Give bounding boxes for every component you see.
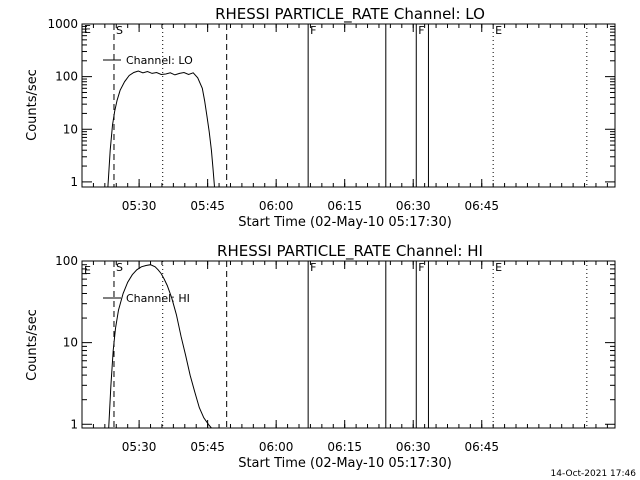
- bottom-x-tick-label: 05:30: [122, 440, 157, 454]
- top-x-tick-label: 06:30: [396, 199, 431, 213]
- top-x-tick-label: 06:15: [327, 199, 362, 213]
- bottom-plot-frame: [81, 260, 616, 429]
- top-x-tick-label: 05:30: [122, 199, 157, 213]
- top-legend-label: Channel: LO: [126, 54, 193, 67]
- bottom-y-tick-label: 100: [55, 254, 78, 268]
- bottom-x-tick-label: 06:00: [259, 440, 294, 454]
- bottom-x-tick-label: 05:45: [190, 440, 225, 454]
- top-event-marker-label: F: [310, 24, 316, 37]
- top-x-tick-label: 06:00: [259, 199, 294, 213]
- bottom-event-marker-label: F: [418, 261, 424, 274]
- top-y-axis-label: Counts/sec: [25, 69, 40, 141]
- top-x-tick-label: 06:45: [464, 199, 499, 213]
- top-title: RHESSI PARTICLE_RATE Channel: LO: [215, 5, 485, 24]
- bottom-x-tick-label: 06:45: [464, 440, 499, 454]
- top-x-axis-label: Start Time (02-May-10 05:17:30): [238, 215, 452, 230]
- top-event-marker-label: E: [495, 24, 502, 37]
- top-y-tick-label: 10: [63, 122, 78, 136]
- bottom-panel: RHESSI PARTICLE_RATE Channel: HI Counts/…: [25, 242, 616, 471]
- top-event-marker-label: F: [418, 24, 424, 37]
- bottom-corner-label: E: [84, 264, 91, 277]
- bottom-event-marker-label: F: [310, 261, 316, 274]
- top-y-tick-label: 1: [70, 175, 78, 189]
- bottom-y-axis-label: Counts/sec: [25, 309, 40, 381]
- top-legend: Channel: LO: [103, 54, 193, 67]
- top-panel: RHESSI PARTICLE_RATE Channel: LO Counts/…: [25, 5, 616, 230]
- top-corner-label: E: [84, 23, 91, 36]
- top-x-tick-label: 05:45: [190, 199, 225, 213]
- bottom-y-tick-label: 1: [70, 417, 78, 431]
- bottom-legend-label: Channel: HI: [126, 292, 190, 305]
- top-series-line: [107, 70, 215, 188]
- bottom-y-tick-label: 10: [63, 336, 78, 350]
- timestamp-footer: 14-Oct-2021 17:46: [551, 469, 637, 479]
- bottom-title: RHESSI PARTICLE_RATE Channel: HI: [217, 242, 483, 261]
- bottom-series-line: [108, 264, 220, 429]
- bottom-x-axis-label: Start Time (02-May-10 05:17:30): [238, 456, 452, 471]
- top-plot-frame: [81, 23, 616, 188]
- bottom-x-tick-label: 06:30: [396, 440, 431, 454]
- bottom-event-marker-label: S: [116, 261, 123, 274]
- top-y-tick-label: 100: [55, 70, 78, 84]
- bottom-x-tick-label: 06:15: [327, 440, 362, 454]
- bottom-legend: Channel: HI: [103, 292, 190, 305]
- top-event-marker-label: S: [116, 24, 123, 37]
- bottom-event-marker-label: E: [495, 261, 502, 274]
- top-y-tick-label: 1000: [47, 17, 78, 31]
